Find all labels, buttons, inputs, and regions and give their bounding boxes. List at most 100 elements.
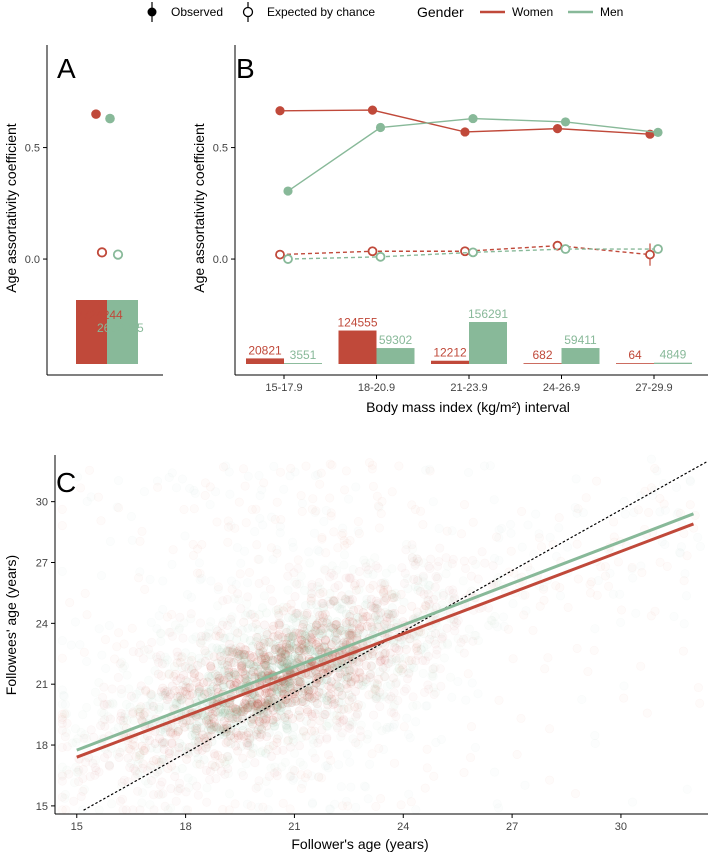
panel-c-point	[256, 655, 266, 665]
panel-c-point	[344, 802, 352, 810]
panel-c-point	[594, 576, 602, 584]
panel-c-point	[213, 676, 223, 686]
panel-a-y-tick-label: 0.0	[25, 254, 40, 266]
panel-c-point	[270, 462, 278, 470]
panel-c-point	[437, 682, 445, 690]
panel-c-point	[219, 675, 229, 685]
panel-c-point	[352, 619, 362, 629]
panel-c-point	[319, 641, 329, 651]
panel-c-point	[348, 717, 358, 727]
panel-b-men-observed-line	[287, 117, 659, 192]
panel-c-point	[253, 541, 261, 549]
panel-c-point	[338, 531, 346, 539]
panel-c-y-tick-label: 18	[36, 740, 48, 752]
panel-c-point	[266, 687, 276, 697]
panel-c-point	[197, 745, 207, 755]
panel-c-point	[303, 686, 313, 696]
panel-c-point	[123, 753, 133, 763]
panel-c-point	[241, 645, 251, 655]
panel-c-point	[306, 559, 314, 567]
panel-c-point	[241, 670, 251, 680]
panel-c-point	[202, 715, 212, 725]
panel-c-point	[190, 505, 198, 513]
panel-c-point	[285, 683, 295, 693]
panel-c-point	[591, 731, 599, 739]
panel-c-point	[280, 652, 290, 662]
panel-c-point	[172, 797, 180, 805]
panel-c-point	[281, 649, 291, 659]
panel-c-point	[234, 649, 244, 659]
panel-c-point	[379, 649, 389, 659]
panel-c-point	[314, 642, 324, 652]
panel-c-point	[91, 766, 101, 776]
panel-c-point	[254, 641, 264, 651]
panel-c-point	[241, 611, 251, 621]
panel-c-point	[356, 578, 366, 588]
panel-c-point	[210, 669, 220, 679]
panel-c-point	[160, 737, 170, 747]
panel-c-point	[449, 617, 459, 627]
panel-c-point	[195, 559, 203, 567]
panel-c-point	[209, 652, 219, 662]
panel-c-point	[609, 590, 617, 598]
panel-c-point	[275, 618, 285, 628]
panel-c-point	[327, 561, 337, 571]
panel-c-point	[255, 610, 265, 620]
panel-c-point	[351, 712, 361, 722]
panel-b-women-bar	[616, 363, 654, 364]
panel-c-point	[378, 648, 388, 658]
panel-c-point	[232, 707, 242, 717]
panel-c-point	[203, 712, 213, 722]
panel-c-point	[287, 633, 297, 643]
panel-c-point	[215, 676, 225, 686]
panel-c-point	[407, 553, 417, 563]
panel-c-point	[214, 645, 224, 655]
panel-c-point	[291, 608, 301, 618]
panel-c-point	[323, 614, 333, 624]
panel-b-men-chance-point	[468, 247, 478, 258]
panel-c-point	[223, 769, 233, 779]
panel-c-point	[286, 599, 296, 609]
panel-c-point	[395, 639, 405, 649]
panel-c-point	[303, 681, 313, 691]
panel-c-point	[126, 758, 136, 768]
panel-c-point	[267, 715, 277, 725]
panel-c-point	[409, 693, 417, 701]
panel-c-point	[224, 656, 234, 666]
panel-c-point	[222, 752, 232, 762]
panel-c-point	[322, 617, 332, 627]
panel-c-point	[336, 626, 346, 636]
panel-c-point	[201, 743, 211, 753]
panel-c-point	[90, 770, 100, 780]
panel-c-point	[155, 612, 163, 620]
panel-c-point	[318, 613, 328, 623]
panel-c-point	[206, 684, 216, 694]
panel-c-point	[520, 611, 528, 619]
panel-c-point	[294, 628, 304, 638]
panel-c-point	[348, 564, 358, 574]
panel-c-point	[673, 510, 681, 518]
panel-c-point	[277, 683, 287, 693]
panel-c-point	[259, 591, 269, 601]
panel-c-point	[213, 708, 223, 718]
panel-c-point	[254, 716, 264, 726]
panel-c-point	[237, 706, 247, 716]
panel-c-point	[263, 708, 273, 718]
panel-c-point	[507, 547, 515, 555]
panel-c-point	[276, 698, 286, 708]
panel-c-point	[292, 696, 302, 706]
panel-c-point	[347, 630, 357, 640]
panel-c-point	[347, 694, 357, 704]
panel-c-point	[519, 591, 527, 599]
panel-c-point	[167, 610, 175, 618]
panel-c-point	[343, 704, 353, 714]
panel-c-point	[58, 719, 66, 727]
panel-c-point	[213, 671, 223, 681]
panel-c-point	[256, 697, 266, 707]
panel-c-point	[343, 722, 353, 732]
panel-c-point	[300, 601, 310, 611]
panel-b-women-count-label: 64	[628, 348, 642, 362]
panel-c-point	[299, 610, 309, 620]
panel-c-point	[242, 664, 252, 674]
panel-c-point	[187, 742, 197, 752]
